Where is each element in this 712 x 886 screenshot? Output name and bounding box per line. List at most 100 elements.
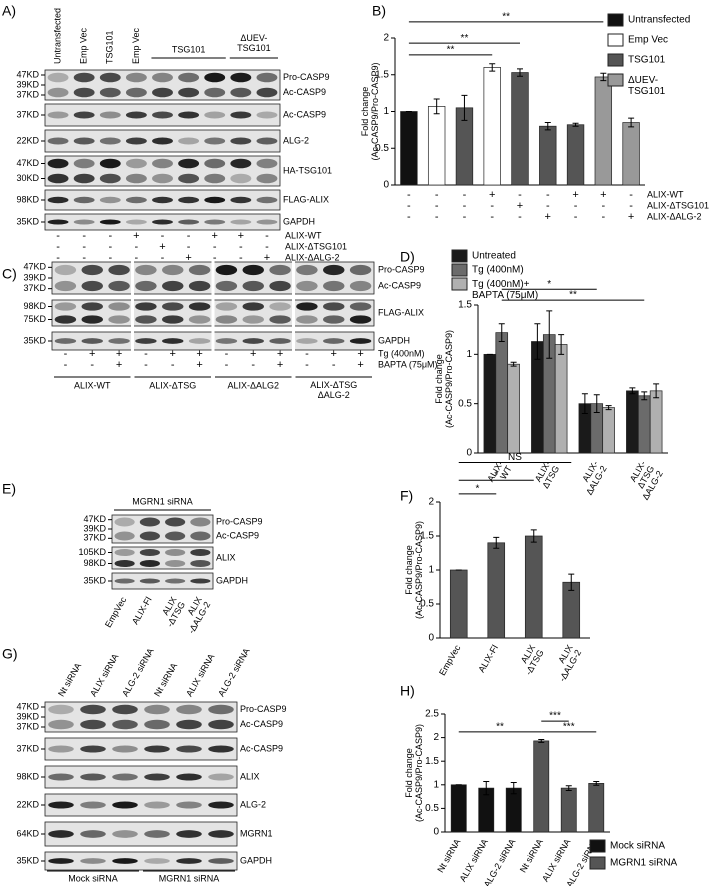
blot-band xyxy=(230,72,252,83)
bar xyxy=(554,344,568,454)
blot-band xyxy=(99,72,121,83)
sign: + xyxy=(489,189,495,201)
blot-strip xyxy=(44,793,238,817)
y-tick-label: 0.5 xyxy=(375,143,389,154)
mw-marker: 39KD xyxy=(16,79,39,89)
band-label: Pro-CASP9 xyxy=(378,264,425,274)
blot-band xyxy=(178,173,200,184)
blot-band xyxy=(242,338,264,344)
blot-band xyxy=(162,280,184,292)
legend-label-line: TSG101 xyxy=(628,86,666,97)
blot-band xyxy=(188,280,211,292)
mw-marker: 47KD xyxy=(16,701,39,711)
blot-band xyxy=(323,280,345,292)
blot-band xyxy=(152,196,173,204)
bar xyxy=(450,784,467,833)
sign: - xyxy=(239,252,243,264)
sign: - xyxy=(56,241,60,253)
blot-band xyxy=(108,338,130,344)
sign: - xyxy=(239,241,243,253)
sign: - xyxy=(463,200,467,212)
blot-band xyxy=(139,578,160,584)
mw-marker: 35KD xyxy=(83,575,106,585)
blot-band xyxy=(188,264,211,276)
sign: + xyxy=(250,348,256,360)
band-label: GAPDH xyxy=(216,575,248,585)
blot-band xyxy=(256,111,278,119)
bar xyxy=(400,111,418,186)
error-bar xyxy=(593,780,600,786)
sign: - xyxy=(90,359,94,371)
sign: - xyxy=(161,252,165,264)
blot-band xyxy=(125,219,147,225)
blot-band xyxy=(144,858,170,864)
group-label: ALIX-ΔTSG ΔALG-2 xyxy=(310,380,357,400)
mw-marker: 39KD xyxy=(23,272,46,282)
blot-band xyxy=(81,280,103,292)
legend-label-line: Tg (400nM)+ xyxy=(472,279,530,290)
y-tick-label: 1 xyxy=(428,565,434,576)
y-tick-label: 1.5 xyxy=(425,756,439,767)
blot-band xyxy=(165,559,186,568)
group-label: MGRN1 siRNA xyxy=(132,496,193,506)
blot-gap xyxy=(292,261,295,295)
y-tick-label: 2 xyxy=(433,732,439,743)
mw-marker: 30KD xyxy=(16,173,39,183)
blot-band xyxy=(47,219,69,225)
blot-band xyxy=(125,111,147,119)
blot-band xyxy=(323,302,345,311)
y-axis-label: Fold change(Ac-CASP9/Pro-CASP9) xyxy=(434,330,454,428)
band-label: Ac-CASP9 xyxy=(216,530,259,540)
y-tick-label: 1 xyxy=(383,106,389,117)
blot-band xyxy=(139,517,160,527)
y-tick-label: 1.5 xyxy=(458,300,472,311)
group-label: TSG101 xyxy=(172,44,206,54)
blot-band xyxy=(48,719,74,730)
blot-band xyxy=(162,264,184,276)
legend-label: Emp Vec xyxy=(628,35,668,46)
band-label: Pro-CASP9 xyxy=(216,516,263,526)
panel-label: H) xyxy=(400,683,415,699)
blot-band xyxy=(190,578,211,584)
sign: + xyxy=(238,230,244,242)
significance-label: ** xyxy=(447,45,455,56)
condition-label: Tg (400nM) xyxy=(378,348,425,358)
sign: - xyxy=(601,200,605,212)
bar xyxy=(649,390,663,454)
blot-band xyxy=(125,87,147,98)
bar xyxy=(449,569,468,639)
blot-band xyxy=(165,548,186,557)
blot-band xyxy=(125,158,147,169)
blot-band xyxy=(242,315,264,324)
blot-band xyxy=(99,219,121,225)
blot-band xyxy=(112,773,138,781)
blot-band xyxy=(73,137,95,145)
blot-band xyxy=(48,858,74,864)
blot-gap xyxy=(292,331,295,351)
y-axis-label-line: (Ac-CASP9/Pro-CASP9) xyxy=(414,521,424,619)
blot-band xyxy=(73,196,95,204)
blot-band xyxy=(114,578,135,584)
blot-band xyxy=(73,158,95,169)
condition-label: ALIX-ΔALG-2 xyxy=(647,211,702,221)
panel-label: A) xyxy=(2,3,16,19)
blot-gap xyxy=(211,331,215,351)
sign: - xyxy=(601,211,605,223)
sign: - xyxy=(251,359,255,371)
error-bar xyxy=(461,94,468,121)
blot-band xyxy=(99,111,121,119)
blot-band xyxy=(108,302,130,311)
sign: - xyxy=(435,189,439,201)
sign: - xyxy=(546,189,550,201)
blot-band xyxy=(112,745,138,753)
sign: + xyxy=(277,348,283,360)
blot-band xyxy=(144,801,170,809)
sign: - xyxy=(135,241,139,253)
blot-band xyxy=(230,111,252,119)
sign: - xyxy=(56,252,60,264)
y-tick-label: 0 xyxy=(466,448,472,459)
blot-band xyxy=(47,111,69,119)
blot-band xyxy=(108,315,130,324)
blot-band xyxy=(256,173,278,184)
